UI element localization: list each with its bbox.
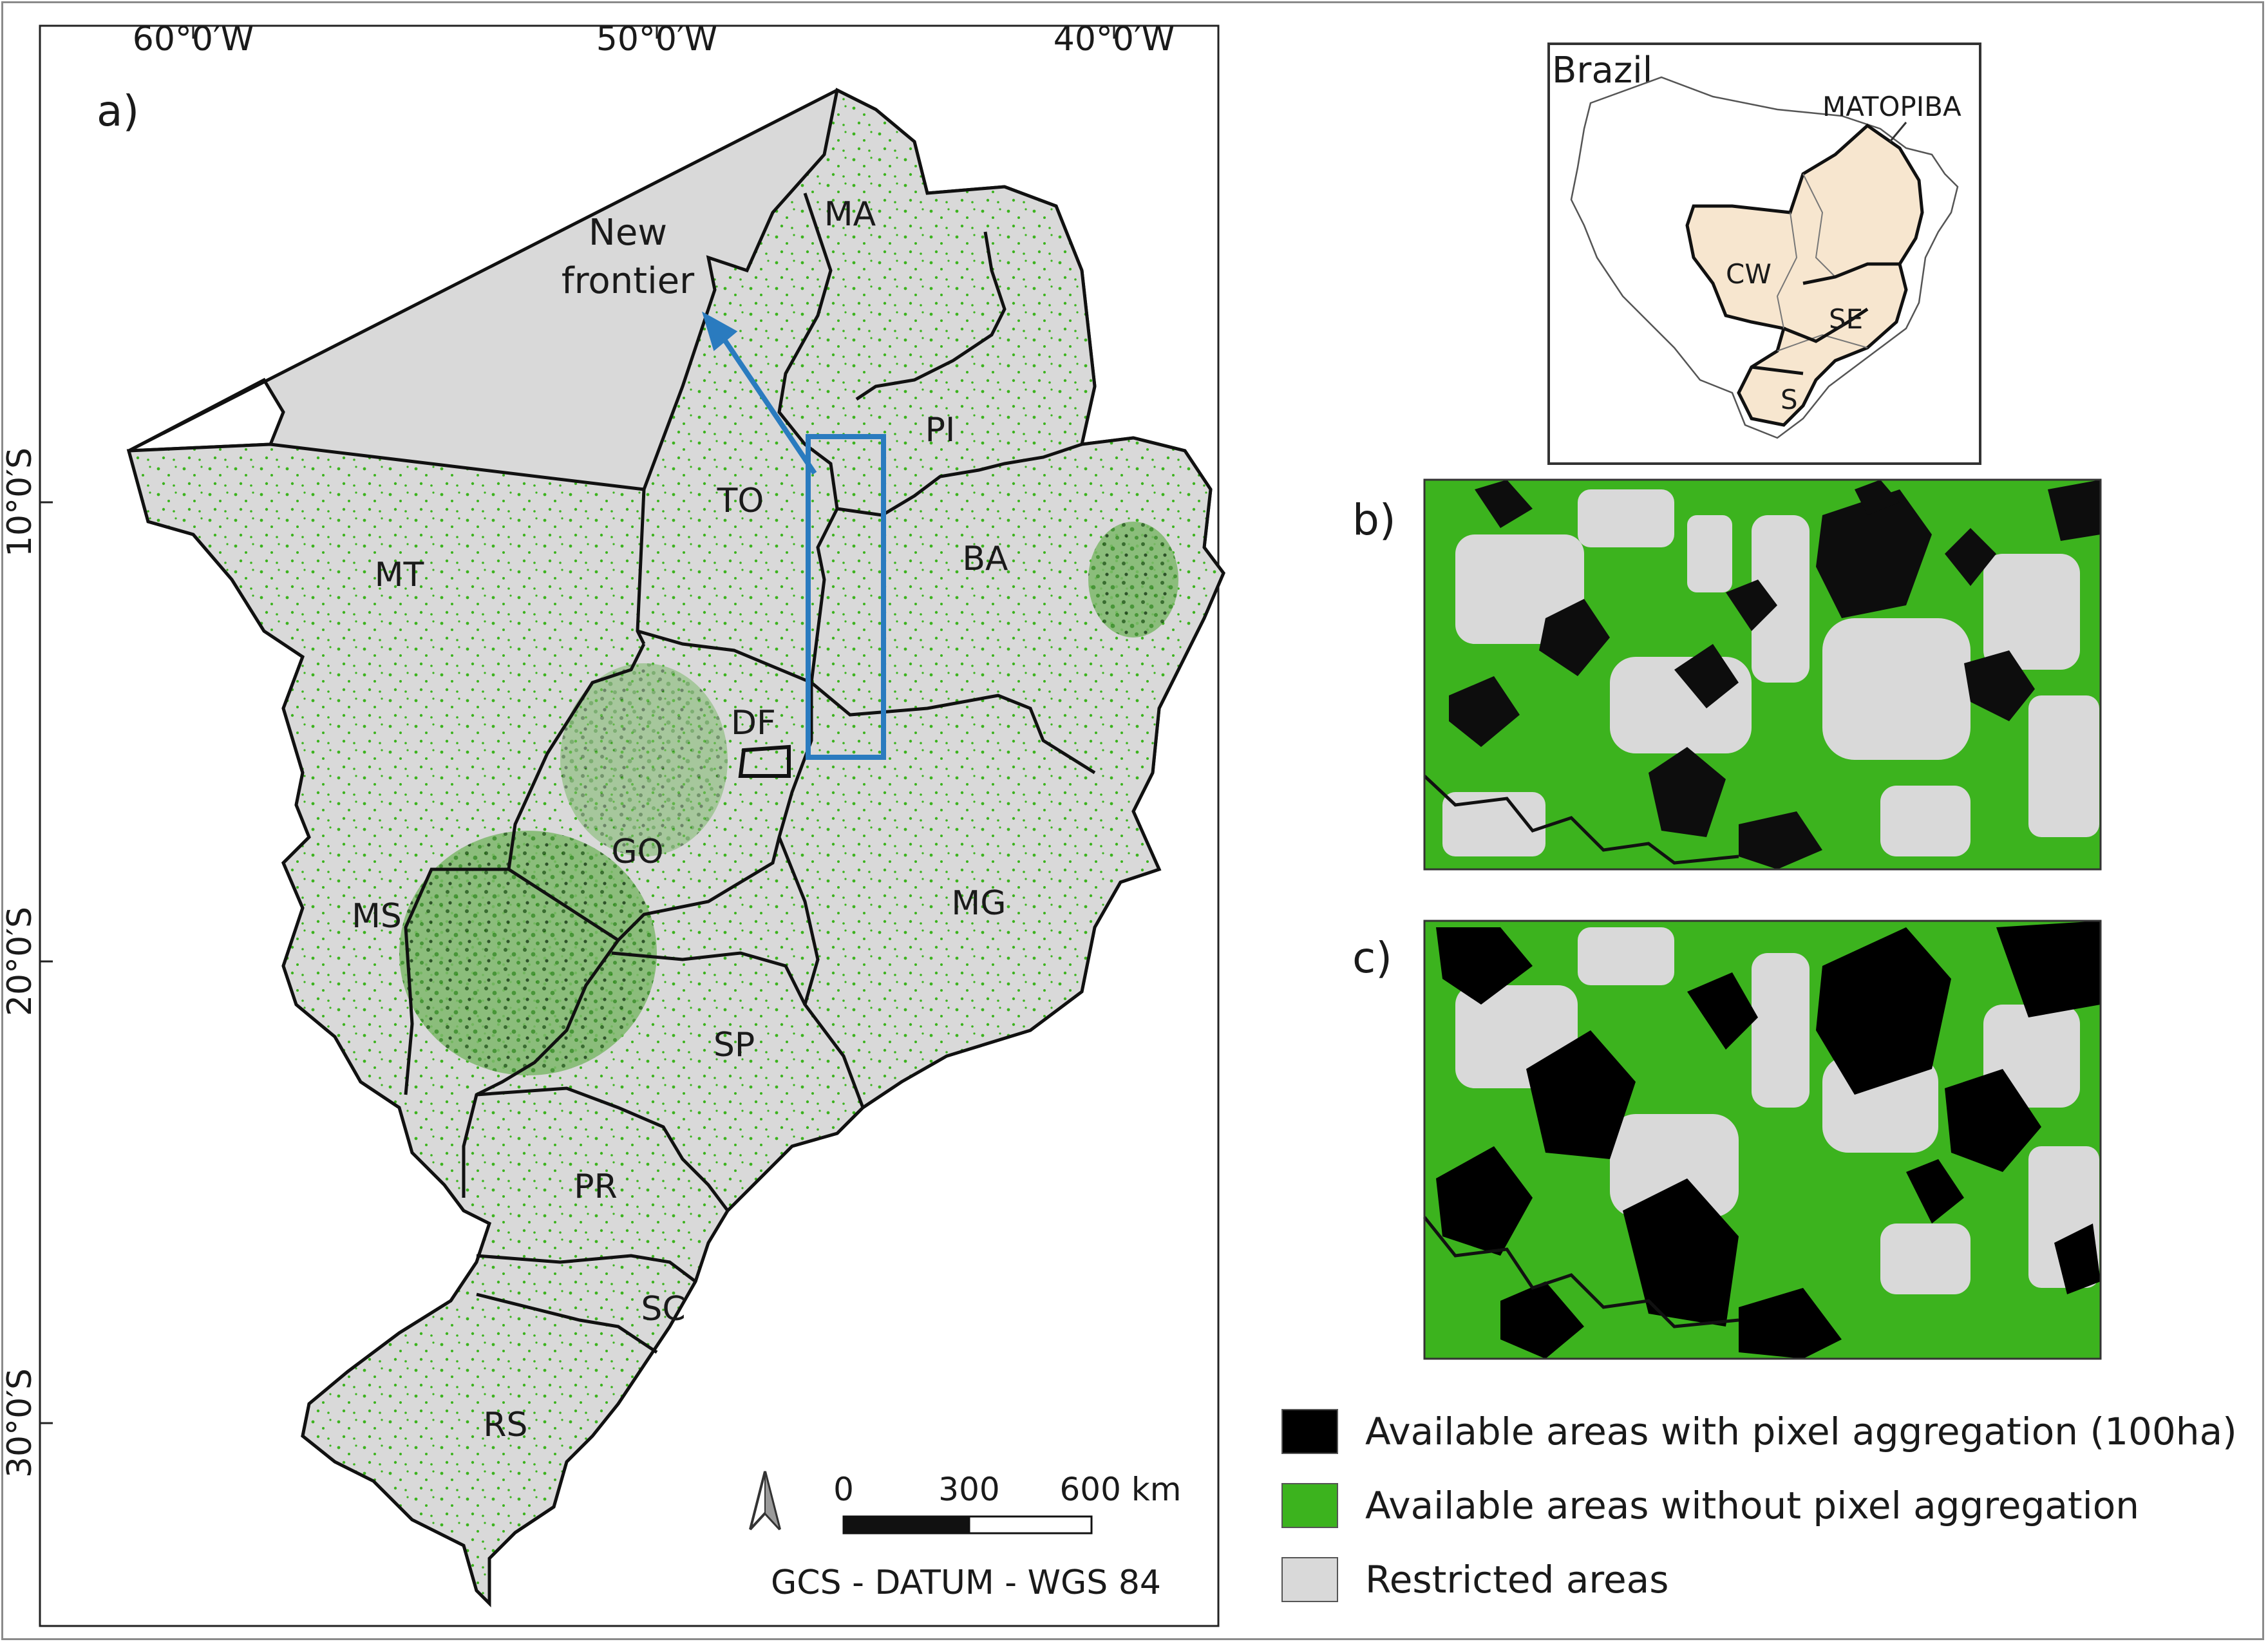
- dense-cluster-ba: [1088, 522, 1178, 638]
- new-frontier-line2: frontier: [562, 260, 695, 302]
- scale-tick-600: 600 km: [1060, 1471, 1182, 1508]
- legend-swatch-gray: [1281, 1557, 1338, 1602]
- panel-label-b: b): [1352, 495, 1396, 545]
- legend-item-aggregation: Available areas with pixel aggregation (…: [1281, 1404, 2237, 1459]
- inset-map: Brazil MATOPIBA CW SE S: [1547, 43, 1981, 465]
- dense-cluster-go: [560, 663, 728, 856]
- state-label-ba: BA: [962, 540, 1008, 578]
- panel-label-a: a): [97, 86, 139, 136]
- main-map: 60°0′W 50°0′W 40°0′W 10°0′S 20°0′S 30°0′…: [1, 20, 1225, 1627]
- main-map-frame: [39, 24, 1220, 1627]
- inset-label-se: SE: [1829, 303, 1863, 335]
- new-frontier-line1: New: [589, 212, 667, 254]
- inset-label-cw: CW: [1726, 258, 1772, 290]
- state-label-go: GO: [611, 833, 663, 871]
- panel-b-map: [1423, 478, 2102, 871]
- datum-text: GCS - DATUM - WGS 84: [771, 1564, 1161, 1602]
- state-borders: [404, 193, 1096, 1354]
- north-arrow-icon: [749, 1471, 781, 1531]
- state-label-df: DF: [731, 704, 776, 742]
- legend-item-no-aggregation: Available areas without pixel aggregatio…: [1281, 1478, 2139, 1533]
- state-label-pr: PR: [574, 1167, 618, 1206]
- frontier-arrow-head: [702, 311, 738, 352]
- legend-swatch-black: [1281, 1409, 1338, 1454]
- panel-label-c: c): [1352, 933, 1392, 983]
- study-area-box: [806, 434, 886, 760]
- lat-label-20s: 20°0′S: [1, 907, 39, 1016]
- legend-label-no-aggregation: Available areas without pixel aggregatio…: [1365, 1484, 2140, 1527]
- frontier-arrow-shaft: [719, 333, 817, 475]
- state-label-to: TO: [717, 482, 764, 520]
- dense-cluster-ms-go: [399, 831, 657, 1075]
- panel-c-map: [1423, 920, 2102, 1360]
- inset-label-matopiba: MATOPIBA: [1822, 91, 1961, 122]
- lat-label-10s: 10°0′S: [1, 448, 39, 557]
- scale-tick-300: 300: [938, 1471, 999, 1508]
- inset-study-region: [1685, 123, 1924, 427]
- state-label-sp: SP: [713, 1026, 755, 1064]
- state-label-pi: PI: [925, 411, 956, 449]
- state-label-mg: MG: [951, 884, 1006, 923]
- state-label-rs: RS: [483, 1406, 527, 1444]
- legend-swatch-green: [1281, 1483, 1338, 1528]
- inset-label-s: S: [1781, 384, 1798, 415]
- lat-label-30s: 30°0′S: [1, 1368, 39, 1478]
- state-label-ma: MA: [824, 195, 876, 234]
- inset-country-label: Brazil: [1552, 50, 1652, 91]
- legend-item-restricted: Restricted areas: [1281, 1552, 1668, 1607]
- state-label-mt: MT: [375, 556, 424, 594]
- scale-bar: 0 300 600 km: [833, 1471, 1182, 1535]
- legend-label-aggregation: Available areas with pixel aggregation (…: [1365, 1410, 2237, 1453]
- state-label-ms: MS: [352, 897, 402, 936]
- scale-tick-0: 0: [833, 1471, 854, 1508]
- state-label-sc: SC: [641, 1290, 685, 1328]
- legend-label-restricted: Restricted areas: [1365, 1558, 1669, 1601]
